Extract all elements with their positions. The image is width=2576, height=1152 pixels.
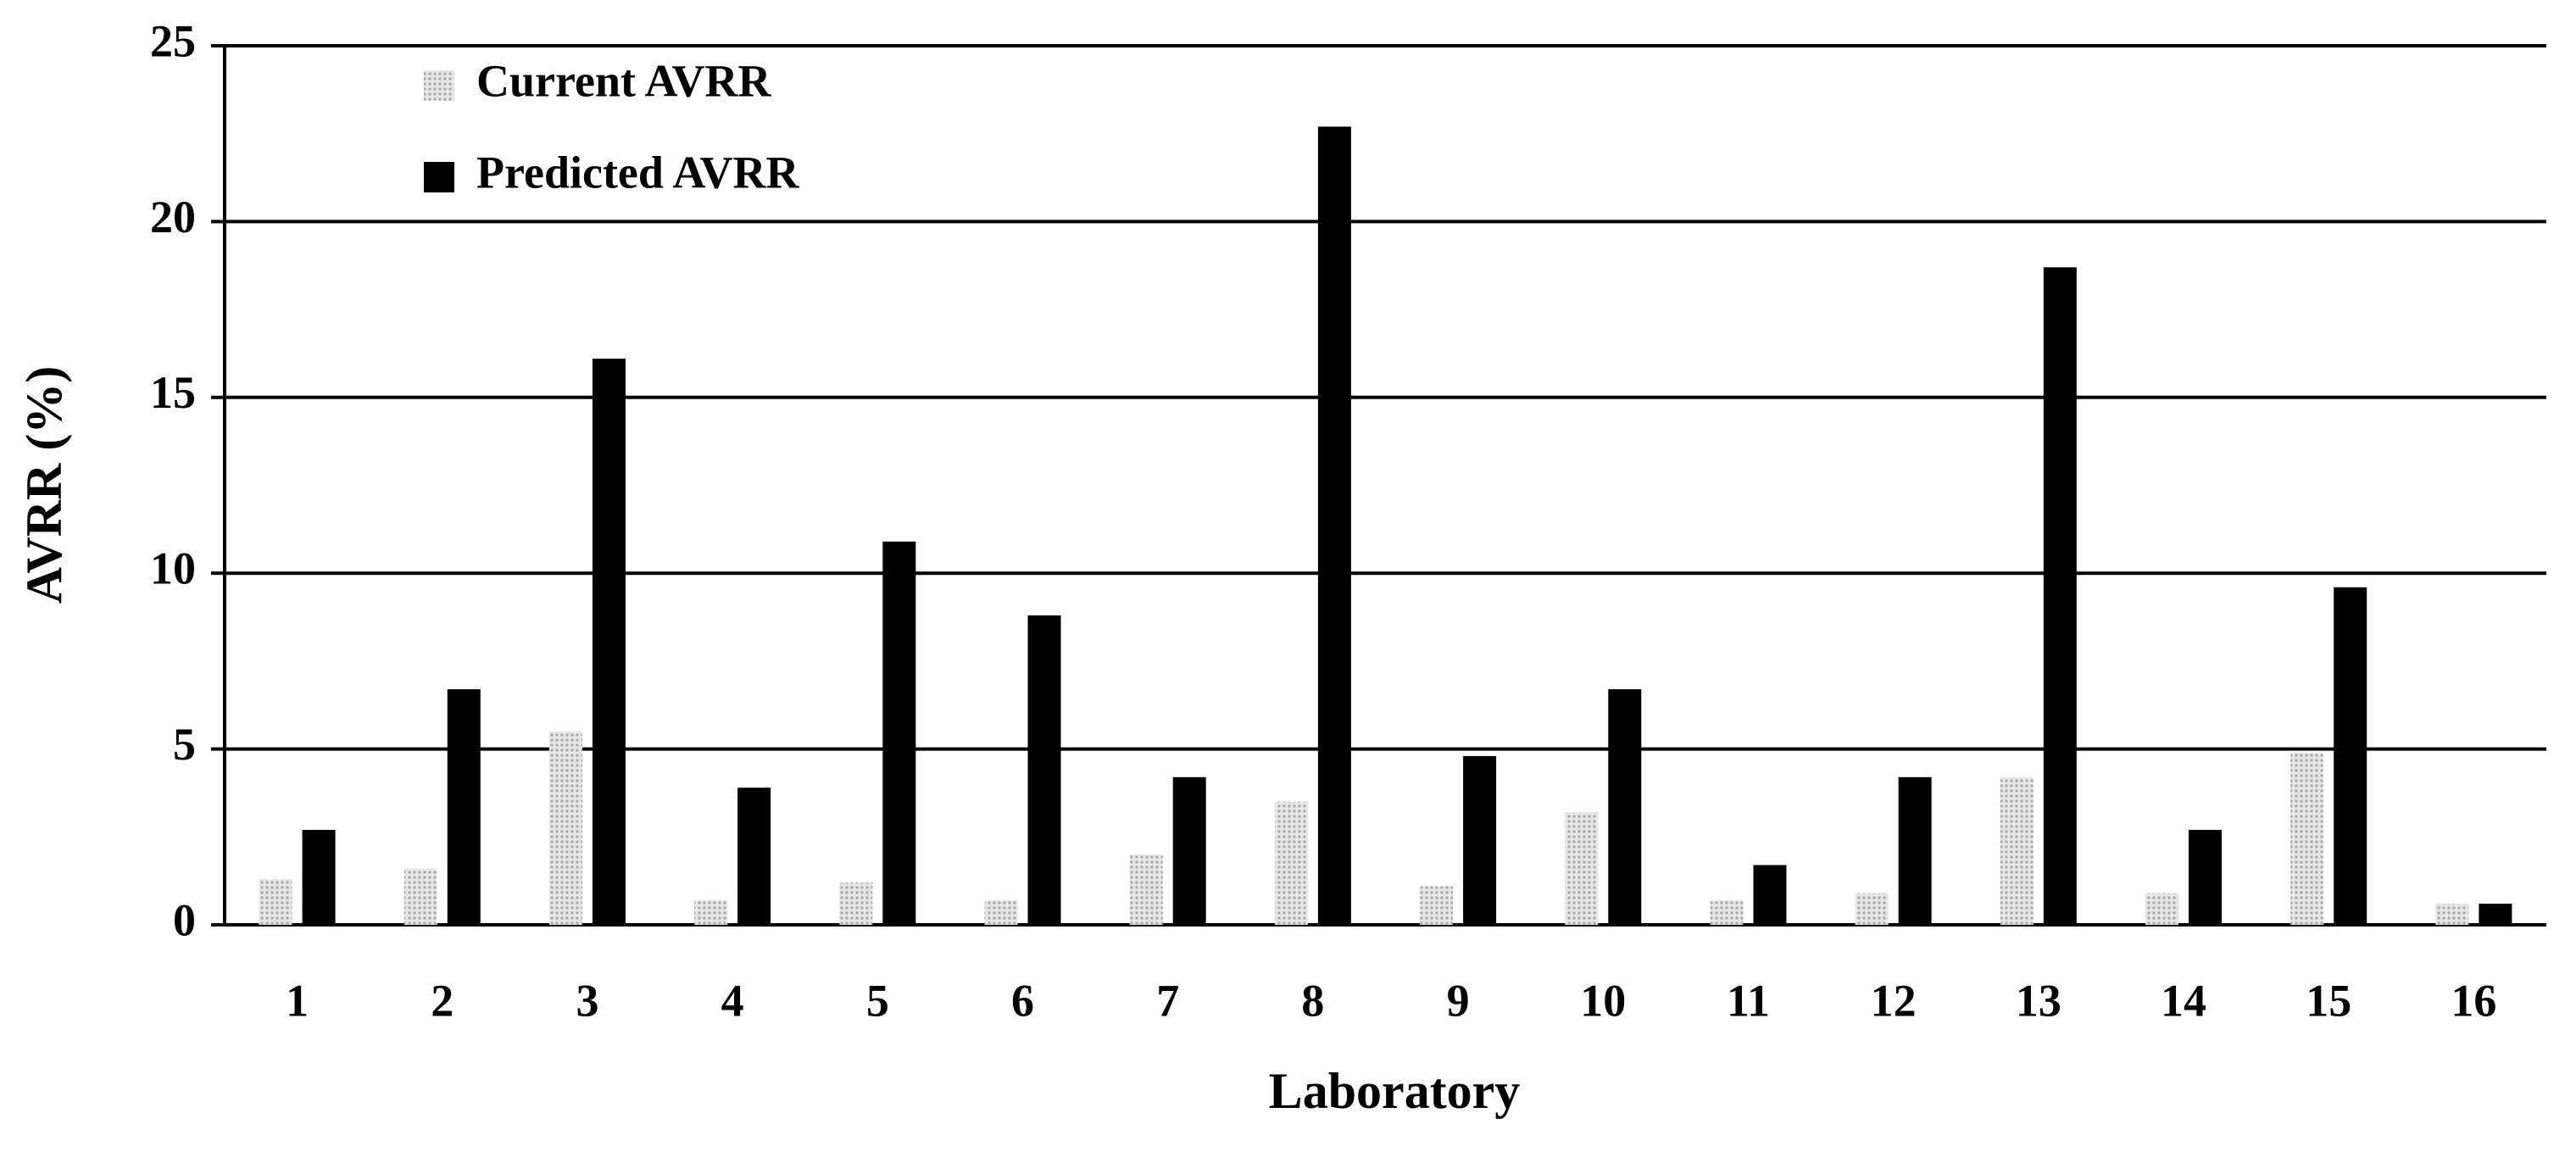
bar bbox=[2290, 752, 2324, 925]
x-tick-label: 1 bbox=[286, 975, 309, 1026]
legend-label: Current AVRR bbox=[476, 55, 772, 106]
bar bbox=[1898, 776, 1932, 925]
bar bbox=[1608, 689, 1642, 925]
x-tick-label: 13 bbox=[2016, 975, 2061, 1026]
bar bbox=[839, 882, 873, 925]
x-tick-label: 6 bbox=[1011, 975, 1034, 1026]
bar bbox=[1274, 801, 1308, 925]
bar bbox=[592, 359, 626, 925]
bar bbox=[882, 541, 916, 925]
bar bbox=[302, 830, 336, 925]
bar bbox=[1317, 126, 1351, 926]
bar bbox=[984, 899, 1018, 925]
x-tick-label: 16 bbox=[2451, 975, 2496, 1026]
x-tick-label: 3 bbox=[576, 975, 598, 1026]
x-tick-label: 14 bbox=[2161, 975, 2206, 1026]
x-tick-label: 4 bbox=[721, 975, 744, 1026]
bar bbox=[1855, 893, 1889, 925]
bar bbox=[694, 899, 728, 925]
bar bbox=[1172, 776, 1206, 925]
legend-swatch bbox=[424, 70, 454, 101]
y-tick-label: 10 bbox=[150, 543, 196, 594]
bar bbox=[737, 787, 771, 925]
x-tick-label: 9 bbox=[1447, 975, 1470, 1026]
x-tick-label: 11 bbox=[1727, 975, 1770, 1026]
bar bbox=[548, 731, 582, 925]
legend-swatch bbox=[424, 162, 454, 192]
bar bbox=[259, 879, 292, 925]
y-tick-label: 5 bbox=[173, 719, 196, 770]
x-tick-label: 7 bbox=[1156, 975, 1179, 1026]
x-tick-label: 15 bbox=[2306, 975, 2351, 1026]
y-axis-title: AVRR (%) bbox=[16, 366, 72, 604]
bar bbox=[1129, 854, 1163, 925]
bar bbox=[1420, 886, 1454, 925]
legend-label: Predicted AVRR bbox=[476, 147, 799, 198]
bar bbox=[2435, 904, 2469, 925]
bar bbox=[447, 689, 481, 925]
y-tick-label: 20 bbox=[150, 192, 196, 242]
bar bbox=[403, 868, 437, 925]
y-tick-label: 0 bbox=[173, 894, 196, 945]
x-tick-label: 10 bbox=[1580, 975, 1626, 1026]
x-tick-label: 8 bbox=[1301, 975, 1324, 1026]
bar bbox=[2000, 776, 2034, 925]
bar bbox=[1463, 755, 1497, 925]
bar bbox=[1753, 865, 1787, 925]
x-axis-title: Laboratory bbox=[1269, 1063, 1521, 1119]
bar bbox=[2145, 893, 2179, 925]
bar bbox=[1027, 615, 1061, 925]
bar bbox=[1565, 812, 1599, 925]
x-tick-label: 5 bbox=[866, 975, 889, 1026]
y-tick-label: 25 bbox=[150, 15, 196, 66]
x-tick-label: 12 bbox=[1871, 975, 1917, 1026]
bar bbox=[1710, 899, 1744, 925]
bar bbox=[2043, 267, 2077, 926]
bar bbox=[2189, 830, 2223, 925]
bar bbox=[2479, 904, 2512, 925]
x-tick-label: 2 bbox=[431, 975, 453, 1026]
bar bbox=[2334, 587, 2367, 925]
y-tick-label: 15 bbox=[150, 367, 196, 418]
